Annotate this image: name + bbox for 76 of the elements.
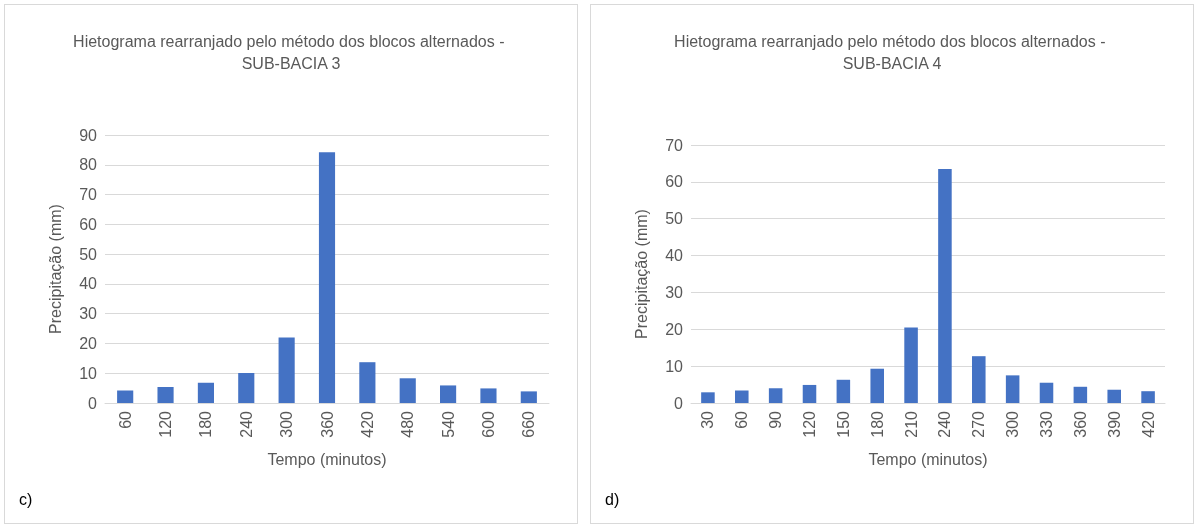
y-tick-label: 40 — [79, 275, 98, 293]
y-axis-title: Precipitação (mm) — [632, 209, 650, 339]
x-tick-label: 240 — [936, 410, 954, 438]
bar — [318, 152, 336, 403]
y-tick-label: 50 — [665, 210, 684, 228]
y-tick-label: 20 — [79, 334, 98, 352]
bar — [1005, 375, 1020, 403]
y-tick-label: 90 — [79, 126, 98, 144]
x-tick-label: 660 — [520, 410, 538, 438]
bar — [938, 168, 952, 403]
bar — [972, 356, 986, 403]
bar — [238, 372, 255, 403]
y-tick-label: 40 — [665, 247, 684, 265]
x-tick-label: 60 — [116, 410, 134, 429]
bar — [904, 327, 918, 403]
x-tick-label: 210 — [902, 410, 920, 438]
x-axis-title: Tempo (minutos) — [267, 450, 387, 468]
x-tick-label: 120 — [157, 410, 175, 438]
bar — [1039, 382, 1054, 403]
x-tick-label: 60 — [733, 410, 751, 429]
text: d) — [605, 491, 620, 509]
x-tick-label: 90 — [767, 410, 785, 429]
bar — [1107, 389, 1121, 403]
x-tick-label: 30 — [699, 410, 717, 429]
x-axis-title: Tempo (minutos) — [868, 450, 988, 468]
bar — [480, 388, 497, 403]
x-tick-label: 270 — [970, 410, 988, 438]
x-tick-label: 300 — [1004, 410, 1022, 438]
x-tick-label: 150 — [834, 410, 852, 438]
bar — [197, 382, 214, 403]
bar — [1141, 391, 1155, 403]
bar — [735, 390, 749, 403]
y-tick-label: 30 — [79, 305, 98, 323]
x-tick-label: 390 — [1105, 410, 1123, 438]
y-tick-label: 10 — [665, 357, 684, 375]
bar — [1073, 386, 1088, 403]
x-tick-label: 240 — [237, 410, 255, 438]
y-tick-label: 0 — [88, 394, 98, 412]
bar — [701, 392, 715, 403]
x-tick-label: 360 — [318, 410, 336, 438]
text: c) — [19, 491, 33, 509]
y-tick-label: 60 — [665, 173, 684, 191]
bar — [802, 384, 817, 403]
bar — [278, 337, 295, 403]
bar — [768, 388, 783, 403]
x-tick-label: 480 — [399, 410, 417, 438]
chart-title: Hietograma rearranjado pelo método dos blocos alternados - SUB-BACIA 3 — [73, 32, 509, 72]
x-tick-label: 540 — [439, 410, 457, 438]
bar — [836, 379, 851, 403]
bar — [870, 368, 884, 403]
y-tick-label: 70 — [79, 186, 98, 204]
x-tick-label: 330 — [1038, 410, 1055, 438]
y-axis-title: Precipitação (mm) — [46, 204, 64, 334]
y-tick-label: 30 — [665, 283, 684, 301]
chart-title: Hietograma rearranjado pelo método dos blocos alternados - SUB-BACIA 4 — [674, 32, 1110, 72]
x-tick-label: 420 — [1139, 410, 1157, 438]
y-tick-label: 0 — [674, 394, 684, 412]
y-tick-label: 50 — [79, 245, 98, 263]
bar — [157, 386, 174, 403]
y-tick-label: 20 — [665, 320, 684, 338]
y-tick-label: 70 — [665, 136, 684, 154]
x-tick-label: 420 — [358, 410, 376, 438]
bar — [520, 391, 537, 403]
x-tick-label: 360 — [1071, 410, 1089, 438]
x-tick-label: 180 — [197, 410, 215, 438]
y-tick-label: 60 — [79, 215, 98, 233]
bar — [359, 362, 376, 403]
x-tick-label: 600 — [479, 410, 497, 438]
x-tick-label: 180 — [868, 410, 886, 438]
bar — [117, 390, 134, 403]
y-tick-label: 80 — [79, 156, 98, 174]
x-tick-label: 300 — [278, 410, 296, 438]
y-tick-label: 10 — [79, 364, 98, 382]
x-tick-label: 120 — [801, 410, 818, 438]
bar — [440, 385, 457, 403]
bar — [399, 378, 416, 403]
